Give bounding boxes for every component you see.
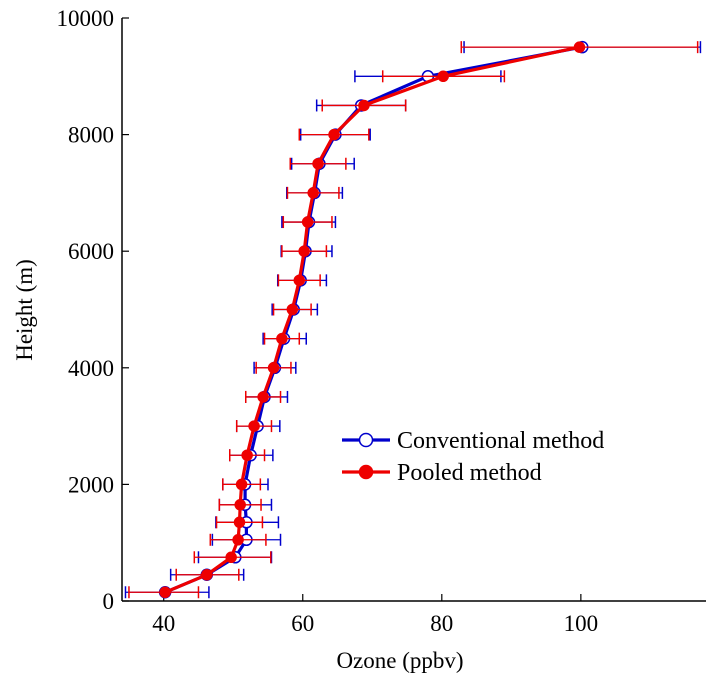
legend-marker <box>358 464 374 480</box>
data-point <box>201 569 213 581</box>
data-point <box>257 391 269 403</box>
y-tick-label: 8000 <box>68 123 114 148</box>
data-point <box>312 158 324 170</box>
legend-label: Conventional method <box>397 428 604 454</box>
series-line <box>164 45 583 594</box>
data-point <box>286 303 299 316</box>
series-pooled <box>128 41 699 599</box>
data-point <box>233 516 246 529</box>
legend-marker <box>358 432 374 448</box>
data-point <box>298 245 310 257</box>
x-tick-label: 60 <box>291 611 314 636</box>
data-point <box>232 534 244 546</box>
data-point <box>437 70 449 83</box>
x-axis-title: Ozone (ppbv) <box>336 648 463 673</box>
data-point <box>225 551 237 564</box>
data-point <box>276 332 288 345</box>
legend-label: Pooled method <box>397 460 542 486</box>
y-tick-label: 10000 <box>57 6 115 31</box>
data-point <box>248 420 260 432</box>
data-point <box>328 128 340 141</box>
data-point <box>267 362 280 374</box>
x-axis: 40 60 80 100 <box>152 594 598 636</box>
data-point <box>241 449 253 461</box>
legend: Conventional method Pooled method <box>342 428 604 486</box>
series-conventional <box>124 40 702 599</box>
data-point <box>358 99 370 112</box>
series-layer <box>124 40 702 599</box>
data-point <box>235 478 248 491</box>
data-point <box>293 274 306 287</box>
y-axis: 0 2000 4000 6000 8000 10000 <box>57 6 129 614</box>
x-tick-label: 40 <box>152 611 175 636</box>
y-tick-label: 6000 <box>68 239 114 264</box>
data-point <box>301 216 314 228</box>
y-tick-label: 2000 <box>68 472 114 497</box>
data-point <box>307 187 319 199</box>
plot-frame <box>121 18 706 602</box>
y-tick-label: 4000 <box>68 356 114 381</box>
data-point <box>234 499 246 511</box>
series-line <box>164 45 580 594</box>
y-axis-title: Height (m) <box>12 259 37 361</box>
data-point <box>573 41 586 53</box>
x-tick-label: 80 <box>430 611 453 636</box>
x-tick-label: 100 <box>564 611 599 636</box>
y-tick-label: 0 <box>103 589 115 614</box>
data-point <box>159 586 171 599</box>
